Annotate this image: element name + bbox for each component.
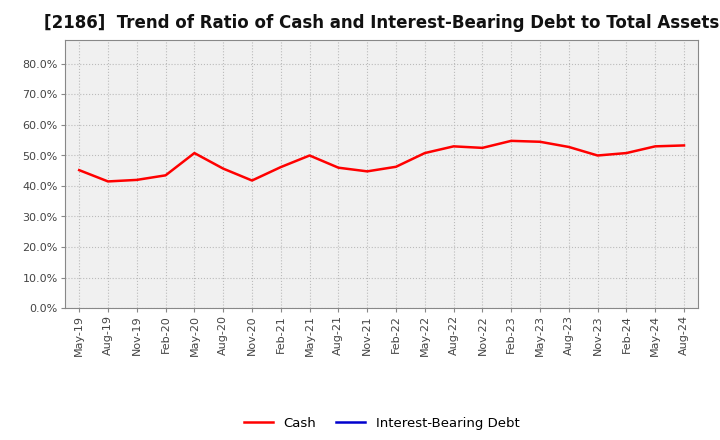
Cash [449, 144, 458, 149]
Cash [305, 153, 314, 158]
Cash [507, 138, 516, 143]
Cash [536, 139, 544, 144]
Cash [478, 145, 487, 150]
Cash [392, 164, 400, 169]
Cash [651, 144, 660, 149]
Cash [622, 150, 631, 156]
Legend: Cash, Interest-Bearing Debt: Cash, Interest-Bearing Debt [244, 417, 519, 429]
Cash [75, 168, 84, 173]
Cash [420, 150, 429, 156]
Cash [276, 165, 285, 170]
Cash [190, 150, 199, 156]
Cash [248, 178, 256, 183]
Cash [334, 165, 343, 170]
Line: Cash: Cash [79, 141, 684, 181]
Cash [161, 172, 170, 178]
Cash [564, 144, 573, 150]
Cash [132, 177, 141, 183]
Title: [2186]  Trend of Ratio of Cash and Interest-Bearing Debt to Total Assets: [2186] Trend of Ratio of Cash and Intere… [44, 15, 719, 33]
Cash [219, 166, 228, 171]
Cash [363, 169, 372, 174]
Cash [680, 143, 688, 148]
Cash [593, 153, 602, 158]
Cash [104, 179, 112, 184]
